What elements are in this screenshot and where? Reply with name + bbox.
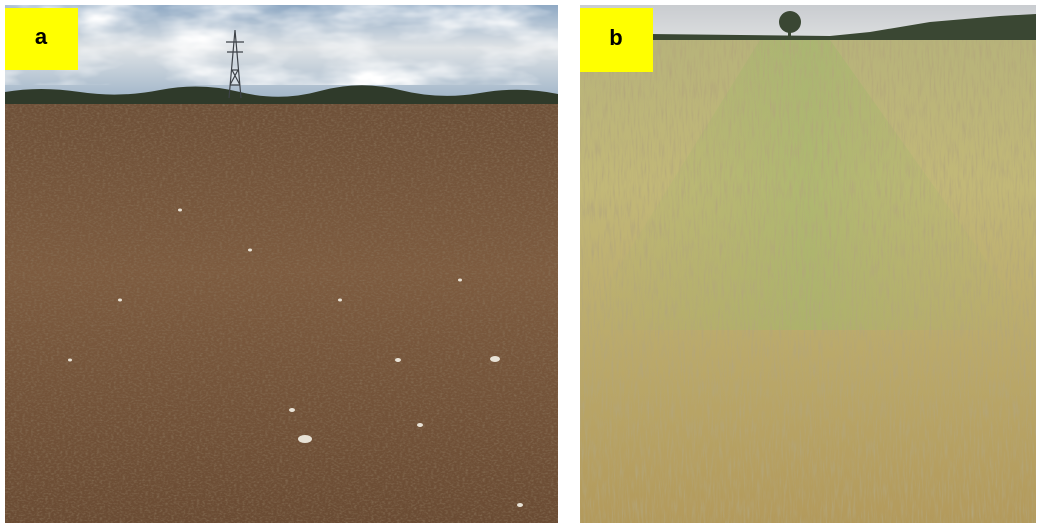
photo-a: a [5,5,558,523]
panel-label: b [609,25,622,50]
tree [779,11,801,33]
photo-b: b [580,5,1036,523]
panel-label: a [35,24,48,49]
tree-trunk [788,26,791,38]
label-box [5,8,78,70]
soil-texture [5,104,558,523]
treeline [580,14,1036,42]
pylon [226,29,244,99]
clouds [5,5,558,85]
stubble-texture [580,40,1036,523]
label-box [580,8,653,72]
treeline [5,85,558,106]
stones [68,208,523,507]
